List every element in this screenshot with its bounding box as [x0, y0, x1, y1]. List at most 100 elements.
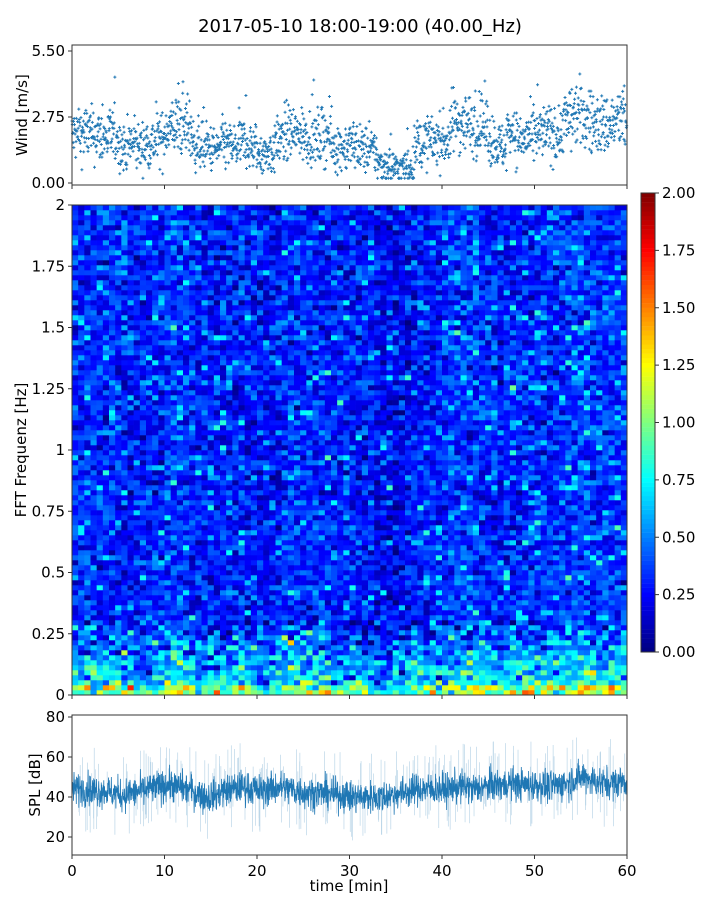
- spectrogram-cell: [96, 660, 104, 666]
- spectrogram-cell: [263, 455, 270, 461]
- spectrogram-cell: [158, 415, 165, 421]
- spectrogram-cell: [213, 380, 221, 386]
- spectrogram-cell: [232, 675, 239, 681]
- spectrogram-cell: [72, 460, 79, 466]
- spectrogram-cell: [183, 505, 190, 511]
- spectrogram-cell: [96, 640, 104, 646]
- spectrogram-cell: [207, 485, 215, 491]
- spectrogram-cell: [164, 445, 171, 451]
- spectrogram-cell: [72, 430, 79, 436]
- spectrogram-cell: [102, 470, 110, 476]
- wind-point: [561, 118, 565, 122]
- wind-point: [406, 149, 410, 153]
- spectrogram-cell: [139, 650, 147, 656]
- wind-point: [571, 132, 575, 136]
- spectrogram-cell: [90, 555, 97, 561]
- spectrogram-cell: [201, 460, 208, 466]
- wind-point: [585, 104, 589, 108]
- wind-point: [351, 125, 355, 129]
- spectrogram-cell: [109, 305, 116, 311]
- wind-point: [369, 130, 373, 134]
- spectrogram-cell: [133, 330, 141, 336]
- spectrogram-cell: [158, 680, 165, 686]
- wind-point: [313, 158, 317, 162]
- spectrogram-cell: [207, 215, 215, 221]
- spectrogram-cell: [189, 550, 196, 556]
- spectrogram-cell: [207, 250, 215, 256]
- wind-point: [121, 168, 125, 172]
- spectrogram-cell: [195, 535, 202, 541]
- spectrogram-cell: [176, 460, 184, 466]
- spectrogram-cell: [102, 570, 110, 576]
- spectrogram-cell: [189, 295, 196, 301]
- spectrogram-cell: [109, 310, 116, 316]
- spectrogram-cell: [232, 270, 239, 276]
- wind-point: [151, 124, 155, 128]
- wind-point: [146, 136, 150, 140]
- spectrogram-cell: [213, 570, 221, 576]
- spectrogram-cell: [102, 235, 110, 241]
- spectrogram-cell: [84, 210, 91, 216]
- spectrogram-cell: [220, 325, 227, 331]
- spectrogram-cell: [109, 645, 116, 651]
- spectrogram-cell: [96, 430, 104, 436]
- spectrogram-cell: [213, 580, 221, 586]
- wind-point: [159, 114, 163, 118]
- wind-point: [301, 158, 305, 162]
- spectrogram-cell: [189, 425, 196, 431]
- wind-point: [184, 121, 188, 125]
- wind-point: [291, 108, 295, 112]
- spectrogram-cell: [238, 650, 245, 656]
- spectrogram-cell: [96, 515, 104, 521]
- wind-point: [623, 142, 627, 146]
- spectrogram-cell: [170, 350, 178, 356]
- spectrogram-cell: [238, 215, 245, 221]
- wind-point: [311, 155, 315, 159]
- wind-point: [459, 119, 463, 123]
- spectrogram-cell: [84, 560, 91, 566]
- spectrogram-cell: [226, 565, 233, 571]
- spectrogram-cell: [207, 225, 215, 231]
- spectrogram-cell: [189, 595, 196, 601]
- spectrogram-cell: [84, 685, 91, 691]
- wind-point: [138, 147, 142, 151]
- spectrogram-cell: [72, 220, 79, 226]
- wind-point: [175, 130, 179, 134]
- spectrogram-cell: [195, 565, 202, 571]
- wind-point: [285, 98, 289, 102]
- spectrogram-cell: [232, 535, 239, 541]
- spectrogram-cell: [257, 365, 264, 371]
- spectrogram-cell: [109, 565, 116, 571]
- spectrogram-cell: [244, 590, 252, 596]
- spectrogram-cell: [127, 280, 134, 286]
- spectrogram-cell: [189, 520, 196, 526]
- spectrogram-cell: [164, 480, 171, 486]
- spectrogram-cell: [170, 450, 178, 456]
- spectrogram-cell: [102, 510, 110, 516]
- spectrogram-cell: [102, 405, 110, 411]
- wind-point: [190, 151, 194, 155]
- spectrogram-cell: [263, 665, 270, 671]
- spectrogram-cell: [115, 485, 122, 491]
- spectrogram-cell: [139, 355, 147, 361]
- wind-point: [116, 136, 120, 140]
- spectrogram-cell: [109, 665, 116, 671]
- spectrogram-cell: [238, 345, 245, 351]
- wind-point: [174, 98, 178, 102]
- wind-point: [353, 166, 357, 170]
- spectrogram-cell: [102, 525, 110, 531]
- spectrogram-cell: [226, 465, 233, 471]
- spectrogram-cell: [201, 605, 208, 611]
- spectrogram-cell: [139, 575, 147, 581]
- wind-point: [92, 135, 96, 139]
- spectrogram-cell: [90, 560, 97, 566]
- spectrogram-cell: [195, 350, 202, 356]
- spectrogram-cell: [263, 435, 270, 441]
- spectrogram-cell: [232, 510, 239, 516]
- spectrogram-cell: [257, 290, 264, 296]
- spectrogram-cell: [133, 510, 141, 516]
- spectrogram-cell: [164, 655, 171, 661]
- spectrogram-cell: [176, 485, 184, 491]
- spectrogram-cell: [220, 405, 227, 411]
- spectrogram-cell: [84, 595, 91, 601]
